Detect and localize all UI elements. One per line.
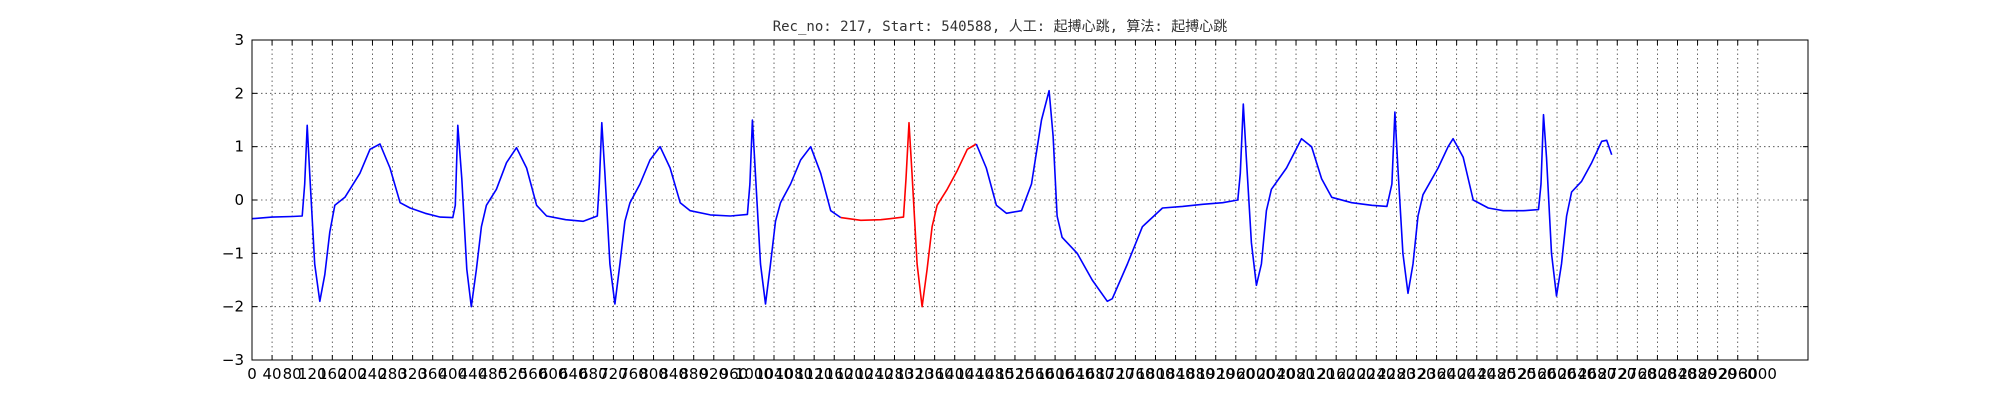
x-tick-label: 1440: [956, 365, 994, 383]
x-tick-label: 2400: [1438, 365, 1476, 383]
y-tick-label: 1: [234, 138, 244, 156]
x-tick-label: 2240: [1357, 365, 1395, 383]
x-tick-label: 1080: [775, 365, 813, 383]
x-tick-label: 840: [659, 365, 688, 383]
x-tick-label: 960: [720, 365, 749, 383]
x-tick-label: 920: [699, 365, 728, 383]
x-tick-label: 2080: [1277, 365, 1315, 383]
x-tick-label: 440: [459, 365, 488, 383]
x-tick-label: 2560: [1518, 365, 1556, 383]
x-tick-label: 1760: [1116, 365, 1154, 383]
x-tick-label: 240: [358, 365, 387, 383]
x-tick-label: 2880: [1678, 365, 1716, 383]
x-tick-label: 1240: [855, 365, 893, 383]
x-tick-label: 1160: [815, 365, 853, 383]
x-tick-label: 2440: [1458, 365, 1496, 383]
x-tick-label: 2640: [1558, 365, 1596, 383]
x-tick-label: 520: [499, 365, 528, 383]
x-tick-label: 2920: [1699, 365, 1737, 383]
x-tick-label: 1680: [1076, 365, 1114, 383]
x-tick-label: 2760: [1618, 365, 1656, 383]
x-tick-label: 640: [559, 365, 588, 383]
x-tick-label: 560: [519, 365, 548, 383]
x-tick-label: 1840: [1156, 365, 1194, 383]
x-tick-label: 1200: [835, 365, 873, 383]
x-tick-label: 1600: [1036, 365, 1074, 383]
x-tick-label: 2960: [1719, 365, 1757, 383]
y-tick-label: 0: [234, 191, 244, 209]
x-tick-label: 2840: [1658, 365, 1696, 383]
x-tick-label: 1360: [916, 365, 954, 383]
grid-lines: [251, 39, 1808, 361]
x-tick-label: 2000: [1237, 365, 1275, 383]
x-tick-label: 1720: [1096, 365, 1134, 383]
x-tick-label: 1520: [996, 365, 1034, 383]
x-tick-label: 720: [599, 365, 628, 383]
x-tick-label: 1880: [1177, 365, 1215, 383]
x-tick-label: 3000: [1739, 365, 1777, 383]
x-tick-label: 1280: [875, 365, 913, 383]
x-tick-label: 880: [679, 365, 708, 383]
x-tick-label: 80: [283, 365, 302, 383]
x-tick-label: 2520: [1498, 365, 1536, 383]
x-tick-label: 1960: [1217, 365, 1255, 383]
x-tick-label: 2720: [1598, 365, 1636, 383]
x-tick-label: 2680: [1578, 365, 1616, 383]
x-tick-label: 120: [298, 365, 327, 383]
x-tick-label: 1400: [936, 365, 974, 383]
x-tick-label: 0: [247, 365, 257, 383]
x-tick-label: 1480: [976, 365, 1014, 383]
x-tick-label: 2320: [1397, 365, 1435, 383]
x-tick-label: 480: [479, 365, 508, 383]
x-tick-label: 2800: [1638, 365, 1676, 383]
x-tick-label: 320: [398, 365, 427, 383]
x-tick-label: 2600: [1538, 365, 1576, 383]
x-tick-label: 600: [539, 365, 568, 383]
x-tick-label: 200: [338, 365, 367, 383]
x-tick-label: 2360: [1417, 365, 1455, 383]
x-tick-label: 1320: [895, 365, 933, 383]
x-tick-label: 1560: [1016, 365, 1054, 383]
y-tick-label: −1: [222, 244, 244, 262]
x-tick-label: 1920: [1197, 365, 1235, 383]
ecg-series-line-1: [251, 119, 842, 308]
ecg-series-line-2: [840, 121, 977, 308]
x-tick-label: 1640: [1056, 365, 1094, 383]
axis-ticks: 0 40 8012016020024028032036040044048052056…: [222, 31, 1808, 383]
x-tick-label: 800: [639, 365, 668, 383]
x-tick-label: 360: [418, 365, 447, 383]
x-tick-label: 280: [378, 365, 407, 383]
ecg-series-group: [251, 89, 1613, 308]
y-tick-label: 3: [234, 31, 244, 49]
x-tick-label: 400: [438, 365, 467, 383]
x-tick-label: 1040: [755, 365, 793, 383]
ecg-series-line-3: [975, 89, 1613, 303]
y-tick-label: 2: [234, 84, 244, 102]
x-tick-label: 2200: [1337, 365, 1375, 383]
x-tick-label: 1000: [735, 365, 773, 383]
x-tick-label: 2480: [1478, 365, 1516, 383]
x-tick-label: 2120: [1297, 365, 1335, 383]
x-tick-label: 760: [619, 365, 648, 383]
y-tick-label: −2: [222, 298, 244, 316]
x-tick-label: 2040: [1257, 365, 1295, 383]
x-tick-label: 40: [263, 365, 282, 383]
plot-frame: [251, 39, 1809, 361]
x-tick-label: 680: [579, 365, 608, 383]
x-tick-label: 160: [318, 365, 347, 383]
x-tick-label: 2280: [1377, 365, 1415, 383]
chart-title: Rec_no: 217, Start: 540588, 人工: 起搏心跳, 算法…: [773, 18, 1228, 35]
x-tick-label: 2160: [1317, 365, 1355, 383]
y-tick-label: −3: [222, 351, 244, 369]
x-tick-label: 1120: [795, 365, 833, 383]
x-tick-label: 1800: [1136, 365, 1174, 383]
